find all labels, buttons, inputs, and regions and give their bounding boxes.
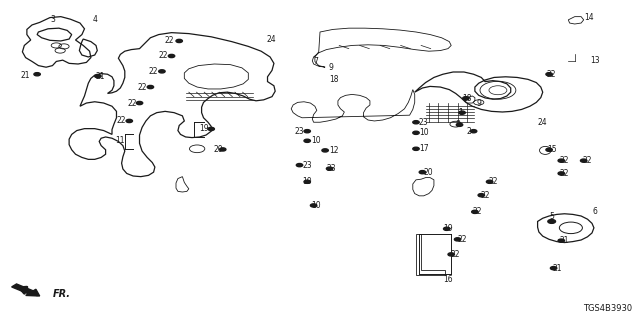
Text: 23: 23 [294, 127, 305, 136]
Circle shape [470, 130, 477, 133]
Text: 10: 10 [311, 136, 321, 145]
Circle shape [147, 85, 154, 89]
Text: 9: 9 [328, 63, 333, 72]
Circle shape [413, 121, 419, 124]
Text: 6: 6 [593, 207, 598, 216]
Text: 18: 18 [463, 94, 472, 103]
Circle shape [34, 73, 40, 76]
Circle shape [548, 220, 556, 223]
Text: 22: 22 [159, 52, 168, 60]
Text: 22: 22 [560, 169, 569, 178]
Text: 22: 22 [451, 250, 460, 259]
Text: 22: 22 [472, 207, 481, 216]
Text: 21: 21 [21, 71, 30, 80]
Circle shape [558, 159, 564, 162]
Circle shape [459, 111, 465, 114]
Text: 24: 24 [538, 118, 548, 127]
Circle shape [304, 130, 310, 133]
Circle shape [580, 159, 587, 162]
Circle shape [419, 171, 426, 174]
Text: FR.: FR. [52, 289, 70, 299]
Text: 3: 3 [50, 15, 55, 24]
Text: 21: 21 [552, 264, 561, 273]
Circle shape [310, 204, 317, 207]
Text: 23: 23 [419, 118, 429, 127]
Text: 11: 11 [116, 136, 125, 145]
Text: TGS4B3930: TGS4B3930 [583, 304, 632, 313]
Circle shape [413, 131, 419, 134]
Circle shape [546, 73, 552, 76]
Text: 22: 22 [138, 83, 147, 92]
Text: 9: 9 [476, 99, 481, 108]
Text: 10: 10 [419, 128, 429, 137]
Text: 22: 22 [547, 70, 556, 79]
Circle shape [456, 123, 463, 126]
Circle shape [558, 172, 564, 175]
Circle shape [454, 238, 461, 241]
Text: 22: 22 [458, 235, 467, 244]
Text: 22: 22 [128, 99, 137, 108]
Circle shape [326, 167, 333, 170]
Circle shape [546, 148, 552, 151]
Circle shape [444, 227, 450, 230]
Text: 1: 1 [458, 108, 463, 117]
Text: 19: 19 [443, 224, 453, 233]
Text: 18: 18 [330, 75, 339, 84]
Circle shape [304, 139, 310, 142]
Circle shape [463, 97, 469, 100]
Circle shape [296, 164, 303, 167]
Circle shape [220, 148, 226, 151]
Text: 22: 22 [117, 116, 126, 125]
Text: 22: 22 [481, 191, 490, 200]
Text: 22: 22 [149, 67, 158, 76]
Text: 22: 22 [165, 36, 174, 45]
Circle shape [95, 75, 101, 78]
Text: 10: 10 [311, 201, 321, 210]
Text: 15: 15 [547, 145, 557, 154]
Text: 17: 17 [419, 144, 429, 153]
Circle shape [558, 239, 564, 242]
Circle shape [304, 180, 310, 183]
Circle shape [550, 267, 557, 270]
Text: 8: 8 [455, 120, 460, 129]
Circle shape [413, 147, 419, 150]
Text: 21: 21 [560, 236, 569, 245]
Circle shape [322, 149, 328, 152]
Text: 14: 14 [584, 13, 594, 22]
Text: 21: 21 [96, 72, 105, 81]
Circle shape [478, 194, 484, 197]
Text: 7: 7 [314, 57, 319, 66]
Text: 22: 22 [583, 156, 592, 165]
Circle shape [126, 119, 132, 123]
Text: 20: 20 [424, 168, 434, 177]
Circle shape [168, 54, 175, 58]
Text: 19: 19 [198, 124, 209, 133]
Text: 10: 10 [302, 177, 312, 186]
Text: 23: 23 [302, 161, 312, 170]
Circle shape [208, 127, 214, 131]
Text: 24: 24 [266, 36, 276, 44]
Circle shape [472, 210, 478, 213]
Text: 22: 22 [560, 156, 569, 165]
Text: 5: 5 [549, 212, 554, 221]
Text: 12: 12 [330, 146, 339, 155]
Text: 22: 22 [488, 177, 497, 186]
Text: 20: 20 [213, 145, 223, 154]
FancyArrow shape [12, 284, 40, 296]
Circle shape [448, 253, 454, 256]
Circle shape [486, 180, 493, 183]
Text: 4: 4 [92, 15, 97, 24]
Text: 23: 23 [326, 164, 336, 173]
Text: 2: 2 [466, 127, 471, 136]
Text: 13: 13 [590, 56, 600, 65]
Text: 16: 16 [443, 275, 453, 284]
Circle shape [176, 39, 182, 43]
Circle shape [159, 70, 165, 73]
Circle shape [136, 101, 143, 105]
